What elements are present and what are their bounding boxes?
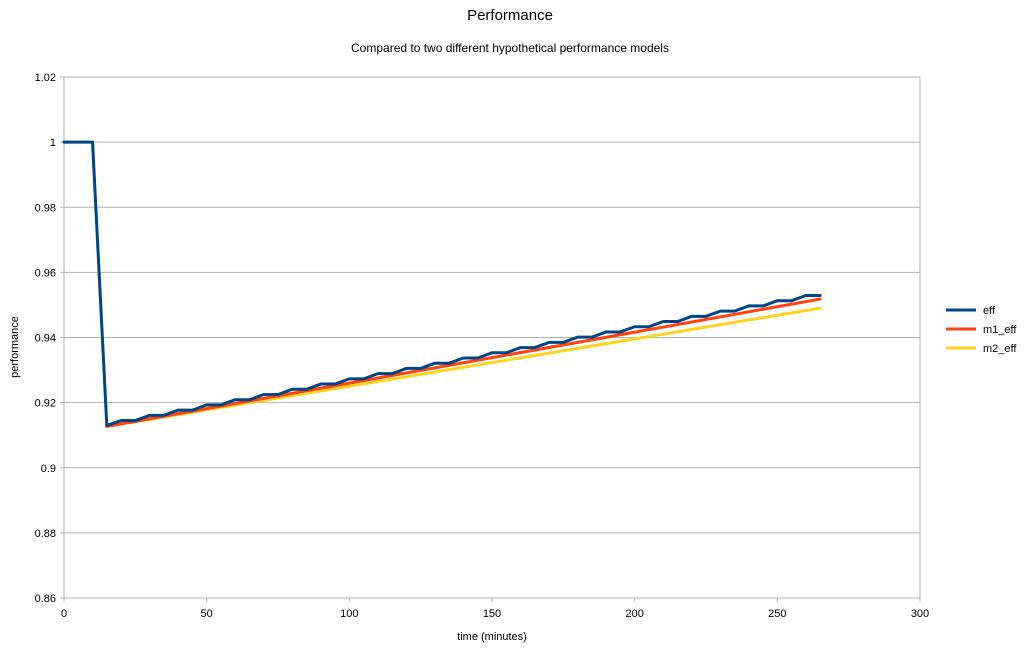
x-tick-label: 100 xyxy=(340,608,358,620)
y-tick-label: 0.92 xyxy=(35,398,56,410)
series-lines xyxy=(62,140,822,428)
legend: eff m1_eff m2_eff xyxy=(946,305,1017,355)
legend-label-m1-eff: m1_eff xyxy=(983,324,1017,336)
x-tick-label: 50 xyxy=(201,608,213,620)
legend-label-m2-eff: m2_eff xyxy=(983,343,1017,355)
series-line-eff xyxy=(62,140,822,427)
x-tick-label: 200 xyxy=(625,608,643,620)
chart-title: Performance xyxy=(467,7,553,24)
y-tick-label: 1 xyxy=(50,137,56,149)
y-tick-label: 1.02 xyxy=(35,72,56,84)
x-axis-label: time (minutes) xyxy=(457,631,527,643)
x-axis-ticks: 0 50 100 150 200 250 300 xyxy=(61,598,929,620)
y-tick-label: 0.98 xyxy=(35,202,56,214)
y-tick-label: 0.96 xyxy=(35,267,56,279)
y-tick-label: 0.86 xyxy=(35,593,56,605)
y-axis-ticks: 0.86 0.88 0.9 0.92 0.94 0.96 0.98 1 1.02 xyxy=(35,72,64,605)
series-line-m1-eff xyxy=(105,297,822,428)
x-tick-label: 0 xyxy=(61,608,67,620)
y-tick-label: 0.94 xyxy=(35,333,56,345)
chart-subtitle: Compared to two different hypothetical p… xyxy=(351,41,669,55)
legend-label-eff: eff xyxy=(983,305,996,317)
x-tick-label: 300 xyxy=(911,608,929,620)
x-tick-label: 150 xyxy=(483,608,501,620)
x-tick-label: 250 xyxy=(768,608,786,620)
y-tick-label: 0.88 xyxy=(35,528,56,540)
gridlines xyxy=(64,76,920,599)
y-axis-label: performance xyxy=(9,316,21,378)
y-tick-label: 0.9 xyxy=(41,463,56,475)
